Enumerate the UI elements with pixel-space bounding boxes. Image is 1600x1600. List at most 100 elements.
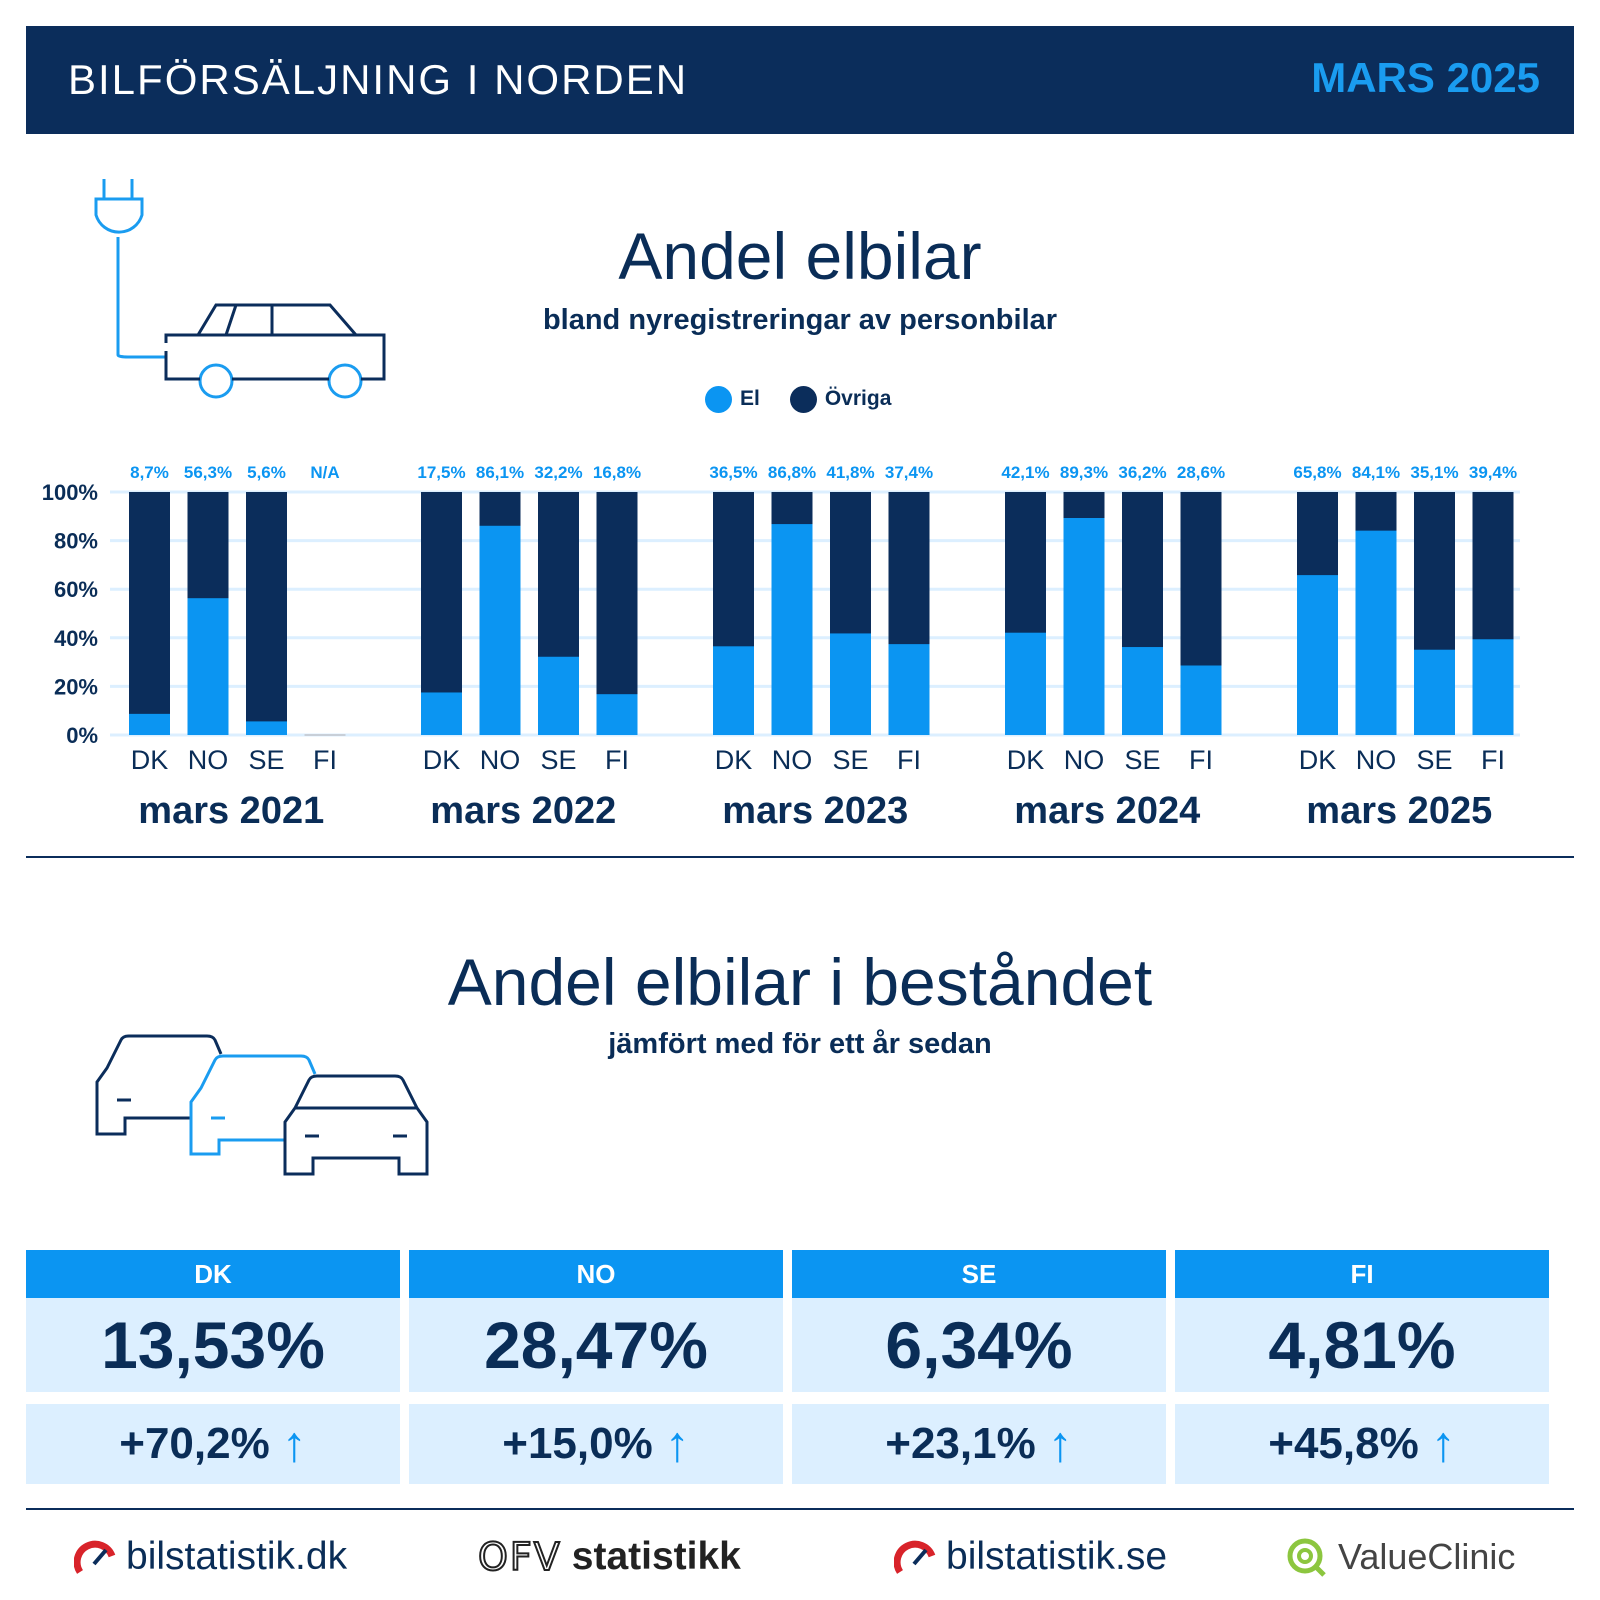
stock-subtitle: jämfört med för ett år sedan — [608, 1028, 992, 1060]
group-label: mars 2025 — [1306, 790, 1492, 832]
y-tick-label: 40% — [54, 626, 98, 651]
logo-label: bilstatistik.se — [946, 1535, 1168, 1578]
group-label: mars 2021 — [138, 790, 324, 832]
x-tick-label: SE — [832, 745, 868, 775]
bar-el — [187, 598, 229, 735]
stacked-bar-chart: 100% 80% 60% 40% 20% 0% 8,7% DK 56,3% NO 5,6% SE N/A… — [42, 463, 1520, 832]
bar-el — [1180, 665, 1222, 735]
section-divider — [26, 856, 1574, 858]
logo-bilstatistik-dk[interactable]: bilstatistik.dk — [74, 1525, 347, 1589]
bar-value-label: 42,1% — [1001, 463, 1049, 482]
chart-subtitle: bland nyregistreringar av personbilar — [542, 304, 1058, 336]
bar-el — [479, 525, 521, 735]
bar-value-label: 28,6% — [1177, 463, 1225, 482]
card-country: FI — [1175, 1250, 1549, 1298]
bar-el — [129, 713, 170, 735]
header-period: MARS 2025 — [1311, 54, 1540, 101]
card-change-row: +45,8% ↑ — [1175, 1404, 1549, 1484]
card-change: +45,8% — [1268, 1419, 1419, 1468]
group-label: mars 2023 — [722, 790, 908, 832]
card-change-row: +15,0% ↑ — [409, 1404, 783, 1484]
bar-value-label: 35,1% — [1410, 463, 1458, 482]
bar-value-label: 86,1% — [476, 463, 524, 482]
x-tick-label: SE — [540, 745, 576, 775]
bar-el — [1472, 639, 1514, 735]
card-value: 28,47% — [409, 1298, 783, 1392]
chart-legend: El Övriga — [705, 384, 891, 414]
x-tick-label: DK — [131, 745, 169, 775]
arrow-up-icon: ↑ — [1047, 1416, 1073, 1472]
bar-value-label: 39,4% — [1469, 463, 1517, 482]
card-value: 4,81% — [1175, 1298, 1549, 1392]
bar-el — [421, 692, 462, 735]
card-value: 13,53% — [26, 1298, 400, 1392]
logo-valueclinic[interactable]: ValueClinic — [1284, 1525, 1515, 1589]
x-tick-label: DK — [1007, 745, 1045, 775]
group-label: mars 2022 — [430, 790, 616, 832]
bar-value-label: 8,7% — [130, 463, 169, 482]
arrow-up-icon: ↑ — [1430, 1416, 1456, 1472]
logo-label: statistikk — [571, 1535, 741, 1578]
bar-el — [1005, 632, 1046, 735]
bar-el — [538, 656, 579, 735]
card-change-row: +70,2% ↑ — [26, 1404, 400, 1484]
x-tick-label: SE — [248, 745, 284, 775]
header-title: BILFÖRSÄLJNING I NORDEN — [68, 56, 689, 103]
bar-ovriga — [246, 492, 287, 735]
bar-value-label: 16,8% — [593, 463, 641, 482]
logo-ofv-statistikk[interactable]: OFV statistikk — [477, 1525, 741, 1589]
bar-value-label: 86,8% — [768, 463, 816, 482]
x-tick-label: DK — [423, 745, 461, 775]
logo-bilstatistik-se[interactable]: bilstatistik.se — [894, 1525, 1167, 1589]
x-tick-label: NO — [188, 745, 229, 775]
ofv-icon: OFV — [477, 1534, 562, 1580]
legend-item-ovriga: Övriga — [789, 385, 891, 413]
x-tick-label: NO — [772, 745, 813, 775]
bar-value-label: 36,2% — [1118, 463, 1166, 482]
bar-el — [771, 524, 813, 735]
card-country: SE — [792, 1250, 1166, 1298]
logo-label: ValueClinic — [1338, 1536, 1516, 1577]
y-tick-label: 60% — [54, 577, 98, 602]
stock-card-fi: FI 4,81% +45,8% ↑ — [1175, 1250, 1549, 1484]
bar-value-label: 32,2% — [534, 463, 582, 482]
legend-swatch-ovriga — [789, 385, 817, 413]
bar-el — [1063, 518, 1105, 735]
card-change: +70,2% — [119, 1419, 270, 1468]
bar-value-label: 89,3% — [1060, 463, 1108, 482]
bar-el — [246, 721, 287, 735]
chart-title: Andel elbilar — [618, 219, 982, 293]
bar-value-label: 36,5% — [709, 463, 757, 482]
x-tick-label: FI — [605, 745, 629, 775]
card-change: +15,0% — [502, 1419, 653, 1468]
valueclinic-q-icon — [1287, 1538, 1326, 1577]
card-change-row: +23,1% ↑ — [792, 1404, 1166, 1484]
speedometer-icon — [894, 1540, 936, 1574]
stock-card-se: SE 6,34% +23,1% ↑ — [792, 1250, 1166, 1484]
card-country: DK — [26, 1250, 400, 1298]
stock-cards: DK 13,53% +70,2% ↑ NO 28,47% +15,0% ↑ SE 6… — [26, 1250, 1574, 1484]
x-tick-label: NO — [480, 745, 521, 775]
card-change: +23,1% — [885, 1419, 1036, 1468]
stock-card-no: NO 28,47% +15,0% ↑ — [409, 1250, 783, 1484]
bar-value-label: 37,4% — [885, 463, 933, 482]
bar-el — [1355, 530, 1397, 735]
y-tick-label: 100% — [42, 480, 98, 505]
x-tick-label: FI — [1189, 745, 1213, 775]
x-tick-label: FI — [1481, 745, 1505, 775]
bar-el — [713, 646, 754, 735]
arrow-up-icon: ↑ — [281, 1416, 307, 1472]
footer-divider — [26, 1508, 1574, 1510]
bar-value-label: 17,5% — [417, 463, 465, 482]
bar-value-label: 84,1% — [1352, 463, 1400, 482]
logo-label: bilstatistik.dk — [126, 1535, 348, 1578]
y-tick-label: 20% — [54, 674, 98, 699]
cars-icon — [95, 1034, 429, 1176]
x-tick-label: NO — [1064, 745, 1105, 775]
card-country: NO — [409, 1250, 783, 1298]
bar-el — [1297, 575, 1338, 735]
partner-logos: bilstatistik.dk OFV statistikk bilstatis… — [26, 1525, 1574, 1589]
x-tick-label: FI — [897, 745, 921, 775]
x-tick-label: DK — [1299, 745, 1337, 775]
legend-swatch-el — [705, 385, 732, 413]
